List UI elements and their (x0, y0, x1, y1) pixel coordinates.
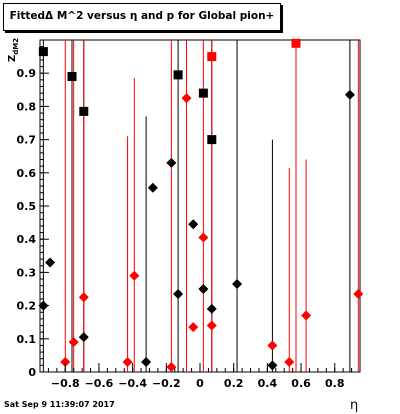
axes: 0 0.1 0.2 0.3 0.4 0.5 0.6 0.7 0.8 0.9 −0.8 −0.6 −0.4… (17, 39, 361, 390)
data-point-diamond (60, 357, 71, 368)
y-tick-label: 0.6 (17, 167, 37, 180)
y-tick-label: 0.8 (17, 100, 37, 113)
x-tick-label: 0.6 (291, 377, 311, 390)
data-point-square (67, 72, 77, 82)
y-axis-label-main: Z (7, 54, 18, 62)
x-tick-label: −0.8 (51, 377, 80, 390)
data-point-diamond (284, 357, 295, 368)
data-point-diamond (344, 89, 355, 100)
y-tick-label: 0.4 (17, 233, 37, 246)
data-point-diamond (198, 232, 209, 243)
data-point-diamond (68, 337, 79, 348)
data-point-diamond (198, 284, 209, 294)
data-point-diamond (181, 93, 192, 104)
data-point-diamond (188, 219, 199, 230)
x-tick-label: −0.2 (152, 377, 181, 390)
x-tick-label: −0.4 (118, 377, 147, 390)
y-tick-label: 0.1 (17, 333, 37, 346)
data-point-diamond (267, 360, 278, 371)
x-axis-label: η (350, 398, 359, 413)
data-markers (38, 38, 364, 373)
data-point-diamond (173, 288, 184, 299)
data-point-square (38, 47, 48, 57)
data-point-diamond (141, 357, 152, 368)
data-point-diamond (188, 322, 199, 333)
x-tick-label: −0.6 (85, 377, 114, 390)
data-point-square (207, 135, 217, 145)
y-tick-label: 0.2 (17, 300, 37, 313)
chart-title-box: FittedΔ M^2 versus η and p for Global pi… (3, 3, 281, 31)
data-point-diamond (166, 362, 177, 373)
data-point-square (207, 52, 217, 62)
x-tick-label: 0.2 (224, 377, 244, 390)
data-point-diamond (232, 279, 243, 290)
datestamp: Sat Sep 9 11:39:07 2017 (4, 400, 115, 409)
x-tick-label: 0.8 (325, 377, 345, 390)
data-point-square (173, 70, 183, 80)
x-tick-label: 0.4 (258, 377, 278, 390)
y-tick-label: 0.3 (17, 266, 37, 279)
data-point-diamond (206, 303, 217, 314)
x-tick-label: 0 (196, 377, 204, 390)
data-point-square (291, 38, 301, 48)
data-point-diamond (267, 340, 278, 351)
data-point-diamond (45, 257, 56, 268)
y-axis-label-sub: dM2 (12, 37, 20, 55)
data-point-diamond (301, 310, 312, 321)
data-point-diamond (122, 357, 133, 368)
data-point-diamond (353, 288, 364, 299)
y-tick-label: 0.9 (17, 67, 37, 80)
data-point-diamond (78, 332, 89, 343)
y-tick-label: 0.5 (17, 200, 37, 213)
y-tick-label: 0 (28, 366, 36, 379)
data-point-diamond (147, 182, 158, 193)
y-tick-label: 0.7 (17, 134, 37, 147)
data-point-diamond (166, 157, 177, 168)
data-point-diamond (129, 270, 140, 281)
data-point-diamond (206, 320, 217, 331)
data-point-diamond (78, 292, 89, 303)
data-point-square (198, 88, 208, 98)
y-axis-label: ZdM2 (7, 38, 20, 62)
chart-title: FittedΔ M^2 versus η and p for Global pi… (9, 10, 275, 22)
data-point-square (79, 106, 89, 116)
